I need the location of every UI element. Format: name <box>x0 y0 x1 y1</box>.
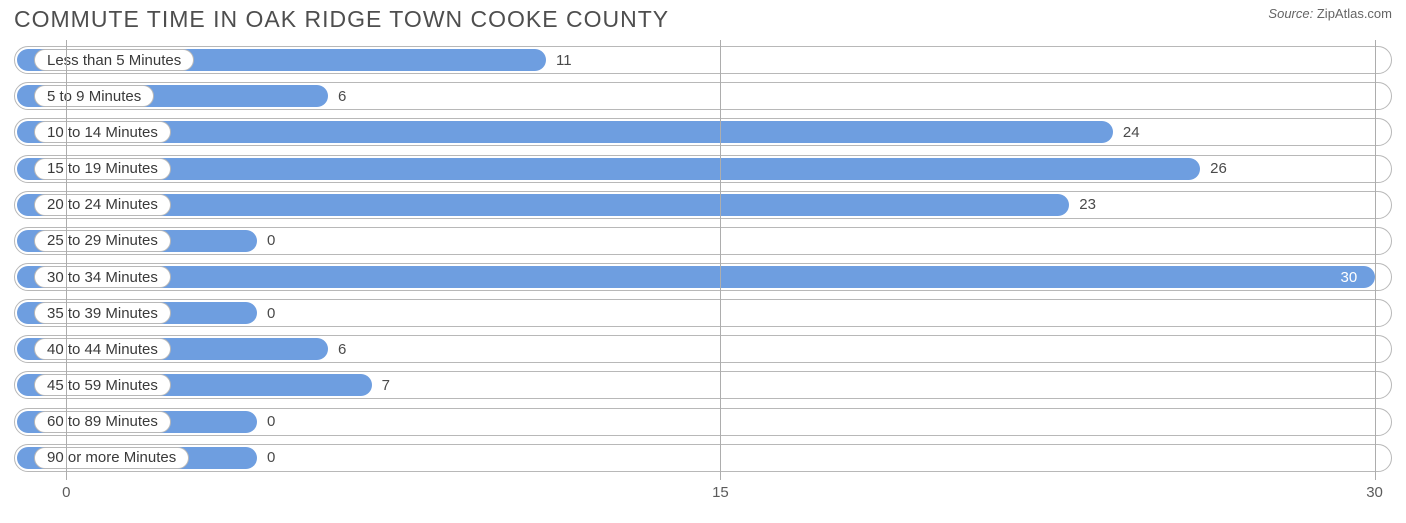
bar-row: 15 to 19 Minutes 26 <box>14 155 1392 183</box>
category-pill: 25 to 29 Minutes <box>34 230 171 252</box>
bar-fill <box>17 194 1069 216</box>
bar-rows: Less than 5 Minutes 11 5 to 9 Minutes 6 10 t… <box>14 40 1392 480</box>
bar-row: 25 to 29 Minutes 0 <box>14 227 1392 255</box>
value-label: 6 <box>338 82 346 110</box>
value-label: 0 <box>267 408 275 436</box>
plot-area: Less than 5 Minutes 11 5 to 9 Minutes 6 10 t… <box>14 40 1392 480</box>
category-pill: 5 to 9 Minutes <box>34 85 154 107</box>
category-pill: 90 or more Minutes <box>34 447 189 469</box>
x-tick-label: 0 <box>62 484 70 501</box>
grid-line <box>1375 40 1376 480</box>
bar-row: 40 to 44 Minutes 6 <box>14 335 1392 363</box>
chart-title: COMMUTE TIME IN OAK RIDGE TOWN COOKE COU… <box>14 6 669 33</box>
chart-header: COMMUTE TIME IN OAK RIDGE TOWN COOKE COU… <box>14 6 1392 40</box>
bar-row: 60 to 89 Minutes 0 <box>14 408 1392 436</box>
category-pill: 40 to 44 Minutes <box>34 338 171 360</box>
value-label: 0 <box>267 444 275 472</box>
bar-row: 20 to 24 Minutes 23 <box>14 191 1392 219</box>
bar-row: 5 to 9 Minutes 6 <box>14 82 1392 110</box>
grid-line <box>66 40 67 480</box>
value-label: 0 <box>267 227 275 255</box>
value-label: 30 <box>1341 263 1358 291</box>
value-label: 11 <box>556 46 572 74</box>
value-label: 24 <box>1123 118 1140 146</box>
value-label: 26 <box>1210 155 1227 183</box>
bar-row: 30 to 34 Minutes 30 <box>14 263 1392 291</box>
value-label: 23 <box>1079 191 1096 219</box>
value-label: 0 <box>267 299 275 327</box>
category-pill: 60 to 89 Minutes <box>34 411 171 433</box>
source-value: ZipAtlas.com <box>1317 6 1392 21</box>
category-pill: 20 to 24 Minutes <box>34 194 171 216</box>
value-label: 6 <box>338 335 346 363</box>
category-pill: Less than 5 Minutes <box>34 49 194 71</box>
bar-fill <box>17 158 1200 180</box>
bar-row: 45 to 59 Minutes 7 <box>14 371 1392 399</box>
bar-row: 10 to 14 Minutes 24 <box>14 118 1392 146</box>
bar-row: Less than 5 Minutes 11 <box>14 46 1392 74</box>
chart-source: Source: ZipAtlas.com <box>1268 6 1392 21</box>
category-pill: 10 to 14 Minutes <box>34 121 171 143</box>
grid-line <box>720 40 721 480</box>
category-pill: 30 to 34 Minutes <box>34 266 171 288</box>
value-label: 7 <box>382 371 390 399</box>
source-label: Source: <box>1268 6 1313 21</box>
commute-chart: Less than 5 Minutes 11 5 to 9 Minutes 6 10 t… <box>14 40 1392 480</box>
category-pill: 45 to 59 Minutes <box>34 374 171 396</box>
bar-row: 35 to 39 Minutes 0 <box>14 299 1392 327</box>
bar-fill <box>17 266 1375 288</box>
bar-row: 90 or more Minutes 0 <box>14 444 1392 472</box>
category-pill: 35 to 39 Minutes <box>34 302 171 324</box>
x-tick-label: 15 <box>712 484 729 501</box>
x-axis: 0 15 30 <box>14 482 1392 506</box>
x-tick-label: 30 <box>1366 484 1383 501</box>
category-pill: 15 to 19 Minutes <box>34 158 171 180</box>
bar-fill <box>17 121 1113 143</box>
